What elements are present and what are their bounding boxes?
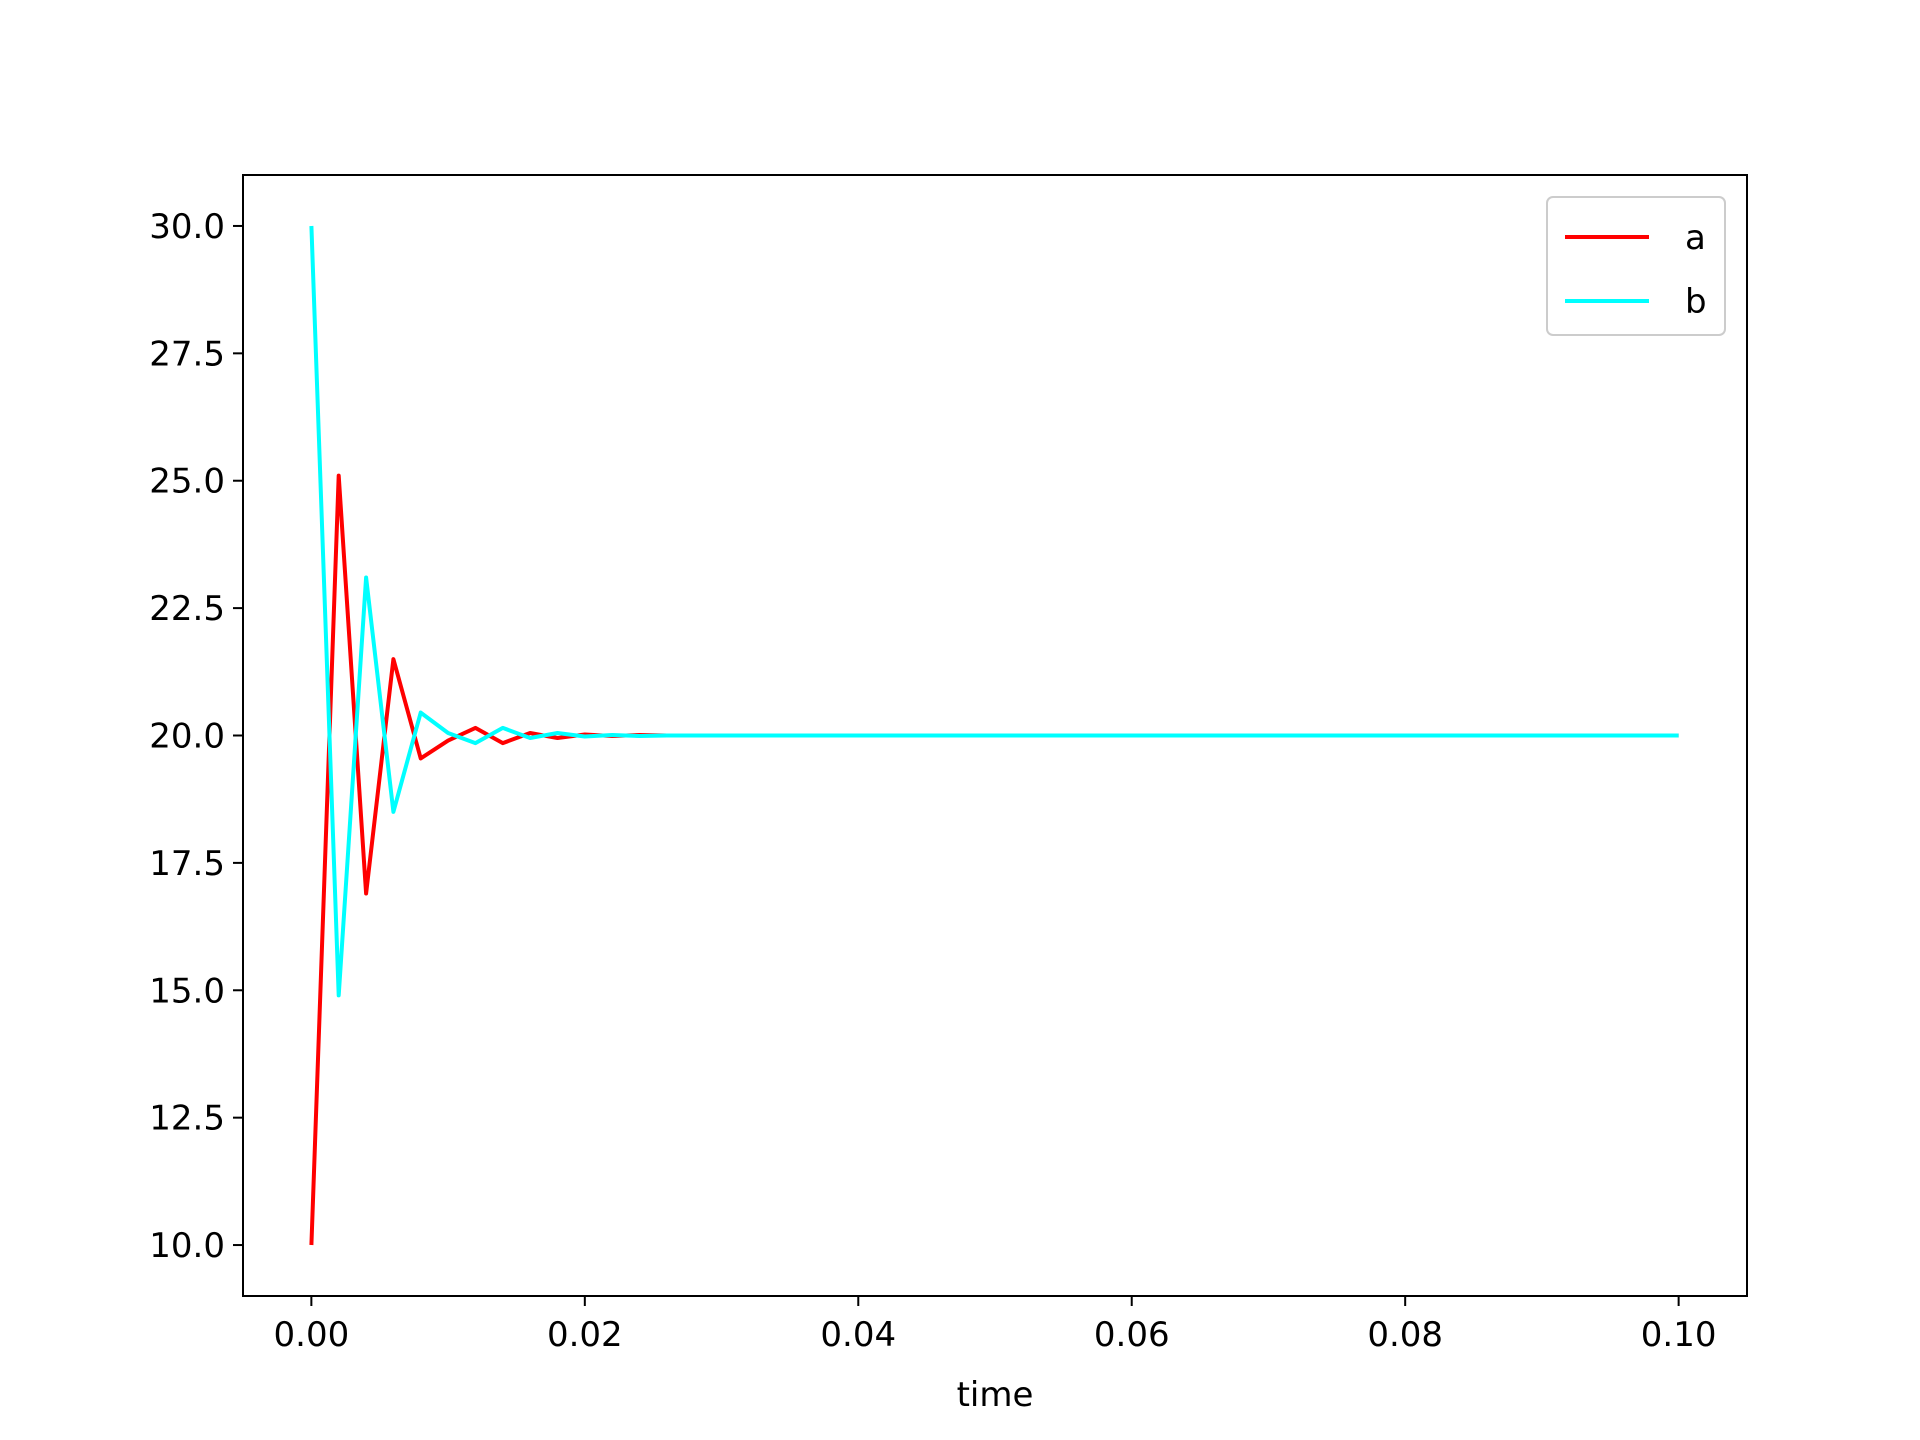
series-line-b bbox=[309, 225, 1679, 998]
legend: ab bbox=[1546, 196, 1726, 336]
y-tick-label: 22.5 bbox=[149, 589, 225, 629]
x-tick-label: 0.02 bbox=[547, 1315, 623, 1355]
y-tick-label: 15.0 bbox=[149, 971, 225, 1011]
y-tick-label: 27.5 bbox=[149, 334, 225, 374]
y-tick-label: 20.0 bbox=[149, 717, 225, 757]
y-tick-label: 10.0 bbox=[149, 1226, 225, 1266]
y-tick-label: 30.0 bbox=[149, 207, 225, 247]
x-tick-label: 0.10 bbox=[1641, 1315, 1717, 1355]
x-tick-label: 0.04 bbox=[820, 1315, 896, 1355]
y-tick-label: 12.5 bbox=[149, 1099, 225, 1139]
y-axis: 10.0 12.5 15.0 17.5 20.0 22.5 25.0 27.5 30.0 bbox=[149, 207, 243, 1266]
x-tick-label: 0.06 bbox=[1094, 1315, 1170, 1355]
x-tick-label: 0.00 bbox=[274, 1315, 350, 1355]
y-tick-label: 17.5 bbox=[149, 844, 225, 884]
legend-label-a: a bbox=[1685, 218, 1706, 258]
x-tick-label: 0.08 bbox=[1367, 1315, 1443, 1355]
legend-label-b: b bbox=[1685, 282, 1707, 322]
y-tick-label: 25.0 bbox=[149, 462, 225, 502]
series-layer bbox=[309, 225, 1679, 1246]
x-axis-label: time bbox=[957, 1375, 1034, 1415]
x-axis: 0.00 0.02 0.04 0.06 0.08 0.10 bbox=[274, 1296, 1717, 1355]
